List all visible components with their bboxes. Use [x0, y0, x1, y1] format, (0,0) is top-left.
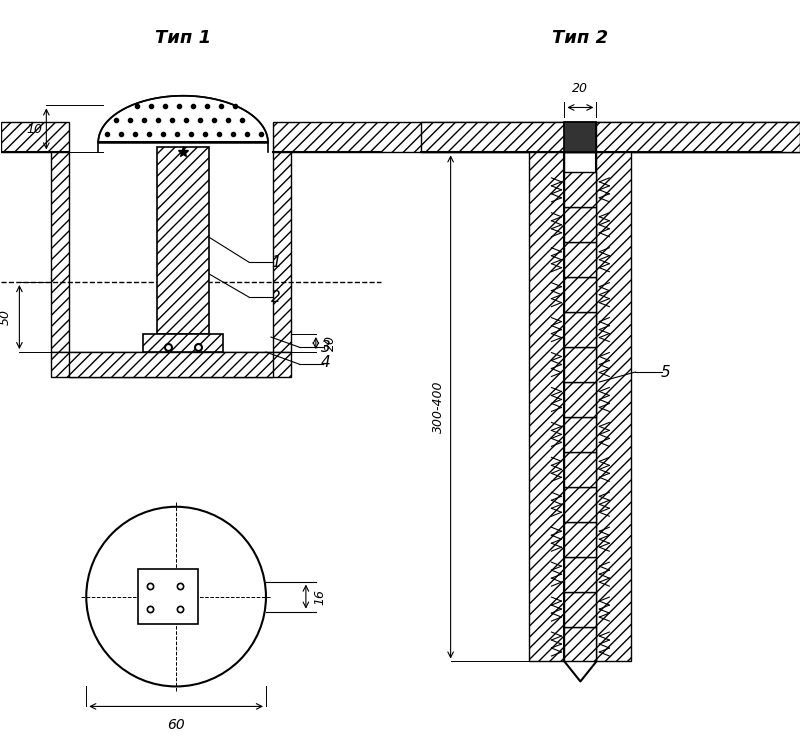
Bar: [273, 123, 800, 153]
Text: 16: 16: [314, 589, 327, 605]
Bar: [273, 153, 291, 352]
Bar: [565, 626, 596, 662]
Bar: [157, 147, 209, 334]
Bar: [2, 123, 70, 153]
Bar: [565, 277, 596, 312]
Bar: [565, 556, 596, 592]
Bar: [565, 382, 596, 417]
Bar: [565, 208, 596, 242]
Bar: [565, 312, 596, 347]
Text: 10: 10: [26, 123, 42, 136]
Bar: [565, 242, 596, 277]
Bar: [565, 452, 596, 487]
Bar: [565, 417, 596, 452]
Bar: [421, 123, 800, 153]
Bar: [565, 123, 596, 153]
Bar: [565, 592, 596, 626]
Bar: [143, 334, 223, 352]
Text: 50: 50: [0, 309, 12, 325]
Bar: [565, 487, 596, 522]
Text: Тип 1: Тип 1: [155, 29, 211, 47]
Text: Тип 2: Тип 2: [552, 29, 609, 47]
Text: 5: 5: [660, 365, 670, 380]
Text: 20: 20: [324, 335, 337, 351]
Text: 20: 20: [572, 81, 588, 95]
Text: 4: 4: [321, 354, 330, 369]
Text: 3: 3: [321, 340, 330, 354]
Text: 1: 1: [271, 255, 281, 270]
Bar: [70, 352, 273, 377]
Polygon shape: [98, 96, 268, 142]
Bar: [596, 153, 631, 662]
Bar: [565, 123, 596, 153]
Bar: [565, 347, 596, 382]
Bar: [51, 352, 291, 377]
Bar: [565, 172, 596, 208]
Text: 2: 2: [271, 290, 281, 305]
Bar: [138, 569, 198, 623]
Bar: [530, 153, 565, 662]
Bar: [51, 153, 70, 352]
Bar: [565, 522, 596, 556]
Text: 300-400: 300-400: [432, 381, 445, 433]
Text: 60: 60: [167, 718, 185, 732]
